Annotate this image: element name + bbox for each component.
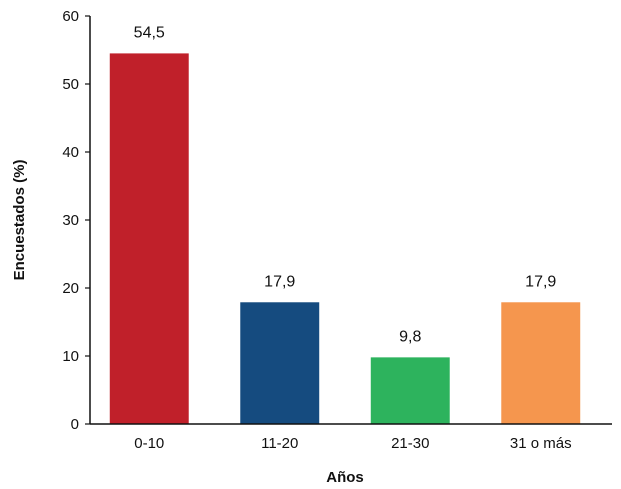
bar-value-label: 54,5 <box>134 24 165 41</box>
y-tick-label: 20 <box>62 280 79 297</box>
y-tick-label: 30 <box>62 212 79 229</box>
y-tick-label: 40 <box>62 144 79 161</box>
x-tick-label: 31 o más <box>510 435 572 452</box>
bar-value-label: 17,9 <box>264 273 295 290</box>
y-axis-ticks: 0 10 20 30 40 50 60 <box>62 8 90 433</box>
y-axis-title: Encuestados (%) <box>11 160 28 281</box>
x-axis-title: Años <box>326 469 364 486</box>
x-tick-label: 0-10 <box>134 435 164 452</box>
x-tick-label: 11-20 <box>261 435 298 452</box>
bar <box>240 302 320 424</box>
bar-value-label: 9,8 <box>399 328 421 345</box>
data-labels: 54,5 17,9 9,8 17,9 <box>134 24 557 345</box>
bar <box>501 302 581 424</box>
bars <box>109 53 581 425</box>
y-tick-label: 10 <box>62 348 79 365</box>
bar-value-label: 17,9 <box>525 273 556 290</box>
y-tick-label: 60 <box>62 8 79 25</box>
x-axis-ticks: 0-10 11-20 21-30 31 o más <box>134 435 571 452</box>
bar <box>370 357 450 424</box>
bar <box>109 53 189 425</box>
x-tick-label: 21-30 <box>391 435 429 452</box>
y-tick-label: 0 <box>71 416 79 433</box>
y-tick-label: 50 <box>62 76 79 93</box>
